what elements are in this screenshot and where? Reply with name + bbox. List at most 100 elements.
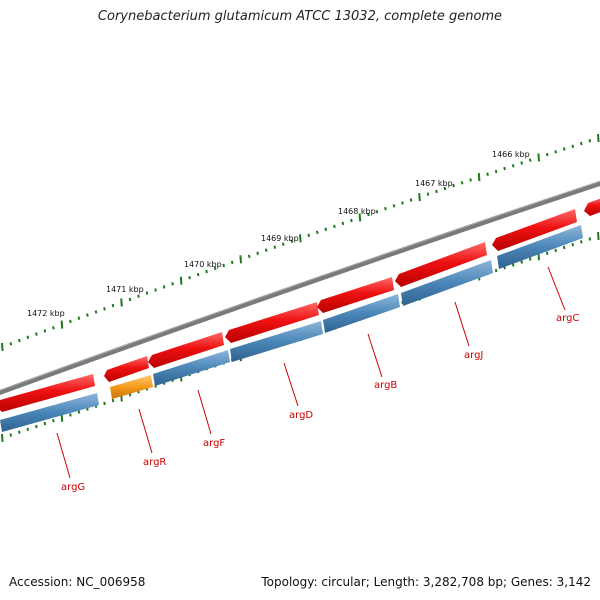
leader-line xyxy=(454,301,470,347)
minor-tick xyxy=(256,251,259,255)
gene-bar-reverse[interactable] xyxy=(230,321,323,362)
kbp-label: 1469 kbp xyxy=(261,234,299,243)
gene-bar-reverse-highlight[interactable] xyxy=(110,375,153,399)
kbp-label: 1466 kbp xyxy=(492,150,530,159)
minor-tick xyxy=(222,263,225,268)
minor-tick xyxy=(554,150,557,154)
gene-arrow-forward[interactable] xyxy=(0,374,95,412)
gene-arrow-forward[interactable] xyxy=(225,302,319,343)
major-tick xyxy=(358,213,362,222)
major-tick xyxy=(597,231,600,241)
minor-tick xyxy=(128,297,132,302)
gene-bar-reverse[interactable] xyxy=(401,260,493,306)
minor-tick xyxy=(545,152,549,157)
leader-line xyxy=(56,432,71,479)
minor-tick xyxy=(290,239,294,243)
minor-tick xyxy=(511,263,515,267)
minor-tick xyxy=(409,198,413,202)
minor-tick xyxy=(18,430,21,434)
gene-label[interactable]: argD xyxy=(289,410,313,421)
kbp-label-group: 1472 kbp 1471 kbp 1470 kbp 1469 kbp 1468… xyxy=(27,150,530,318)
minor-tick xyxy=(35,332,38,336)
gene-label[interactable]: argJ xyxy=(464,350,483,361)
minor-tick xyxy=(137,294,140,298)
major-tick xyxy=(239,255,242,264)
minor-tick xyxy=(111,303,115,308)
minor-tick xyxy=(452,183,455,188)
minor-tick xyxy=(426,192,430,196)
minor-tick xyxy=(469,178,472,182)
leader-line xyxy=(283,362,299,407)
minor-tick xyxy=(26,427,30,431)
minor-tick xyxy=(103,401,106,406)
gene-label[interactable]: argR xyxy=(143,457,166,468)
major-tick xyxy=(120,298,123,307)
minor-tick xyxy=(528,257,532,261)
gene-label[interactable]: argF xyxy=(203,438,225,449)
genome-backbone-highlight xyxy=(0,180,600,391)
minor-tick xyxy=(282,242,285,246)
minor-tick xyxy=(111,398,115,403)
minor-tick xyxy=(350,218,353,223)
minor-tick xyxy=(486,172,489,176)
leader-line xyxy=(138,408,153,454)
minor-tick xyxy=(154,288,157,292)
minor-tick xyxy=(443,186,447,191)
minor-tick xyxy=(580,141,583,146)
gene-label[interactable]: argB xyxy=(374,380,397,391)
major-tick xyxy=(1,342,4,352)
minor-tick xyxy=(230,260,234,265)
minor-tick xyxy=(69,319,72,324)
gene-label[interactable]: argC xyxy=(556,313,579,324)
minor-tick xyxy=(86,313,89,317)
gene-arrow-forward[interactable] xyxy=(104,356,149,382)
minor-tick xyxy=(511,164,515,168)
minor-tick xyxy=(562,245,566,250)
gene-bar-reverse[interactable] xyxy=(497,225,583,269)
minor-tick xyxy=(384,207,387,211)
minor-tick xyxy=(52,326,55,330)
outer-tick-arc xyxy=(1,133,600,352)
minor-tick xyxy=(77,410,81,414)
leader-line xyxy=(367,333,383,378)
minor-tick xyxy=(375,210,379,214)
kbp-label: 1471 kbp xyxy=(106,285,144,294)
leader-line xyxy=(547,266,566,311)
leader-line xyxy=(197,389,212,435)
forward-strand-genes xyxy=(0,197,600,412)
minor-tick xyxy=(324,227,328,231)
gene-leader-lines xyxy=(56,266,566,479)
kbp-label: 1472 kbp xyxy=(27,309,65,318)
minor-tick xyxy=(494,169,498,174)
minor-tick xyxy=(571,144,575,148)
gene-bar-reverse[interactable] xyxy=(153,350,230,386)
minor-tick xyxy=(554,248,557,253)
minor-tick xyxy=(35,424,38,429)
minor-tick xyxy=(103,307,106,311)
minor-tick xyxy=(205,269,208,274)
genome-backbone xyxy=(0,180,600,396)
minor-tick xyxy=(528,158,532,162)
minor-tick xyxy=(545,251,549,255)
gene-label[interactable]: argG xyxy=(61,482,85,493)
major-tick xyxy=(299,234,302,243)
minor-tick xyxy=(77,316,81,320)
gene-arrow-forward[interactable] xyxy=(317,277,394,313)
minor-tick xyxy=(9,342,13,346)
gene-arrow-forward[interactable] xyxy=(148,332,224,368)
minor-tick xyxy=(18,338,21,343)
gene-arrow-forward[interactable] xyxy=(492,209,577,251)
gene-bar-reverse[interactable] xyxy=(323,294,400,333)
minor-tick xyxy=(520,260,523,264)
minor-tick xyxy=(401,201,404,205)
minor-tick xyxy=(26,335,30,339)
minor-tick xyxy=(341,221,345,226)
minor-tick xyxy=(588,139,592,143)
gene-arrow-forward[interactable] xyxy=(395,242,487,287)
minor-tick xyxy=(588,237,592,241)
gene-bar-reverse[interactable] xyxy=(0,393,99,432)
gene-arrow-forward[interactable] xyxy=(584,197,600,216)
minor-tick xyxy=(571,243,575,247)
